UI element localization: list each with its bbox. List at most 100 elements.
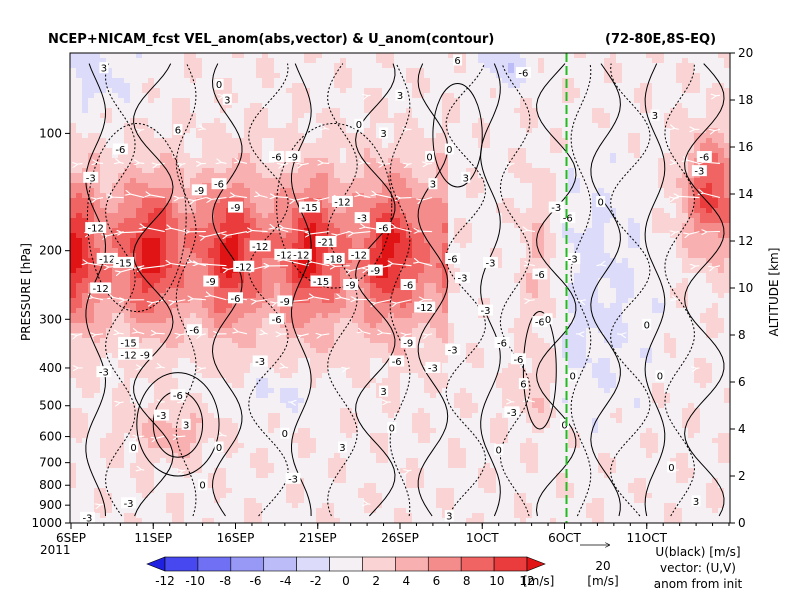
shading-cell [334, 283, 341, 289]
shading-cell [316, 168, 323, 174]
shading-cell [124, 438, 131, 444]
shading-cell [382, 138, 389, 144]
shading-cell [208, 203, 215, 209]
shading-cell [160, 158, 167, 164]
shading-cell [310, 508, 317, 514]
shading-cell [130, 478, 137, 484]
shading-cell [244, 313, 251, 319]
shading-cell [130, 323, 137, 329]
shading-cell [304, 438, 311, 444]
shading-cell [88, 453, 95, 459]
shading-cell [268, 193, 275, 199]
shading-cell [304, 133, 311, 139]
shading-cell [220, 503, 227, 509]
shading-cell [334, 188, 341, 194]
shading-cell [214, 513, 221, 519]
shading-cell [202, 248, 209, 254]
shading-cell [142, 53, 149, 59]
shading-cell [160, 108, 167, 114]
shading-cell [76, 303, 83, 309]
shading-cell [148, 253, 155, 259]
shading-cell [172, 338, 179, 344]
shading-cell [256, 163, 263, 169]
shading-cell [304, 188, 311, 194]
shading-cell [130, 188, 137, 194]
shading-cell [124, 518, 131, 524]
shading-cell [148, 448, 155, 454]
shading-cell [82, 238, 89, 244]
shading-cell [208, 178, 215, 184]
shading-cell [226, 373, 233, 379]
shading-cell [202, 243, 209, 249]
shading-cell [274, 108, 281, 114]
shading-cell [352, 353, 359, 359]
shading-cell [166, 148, 173, 154]
shading-cell [280, 443, 287, 449]
shading-cell [274, 488, 281, 494]
shading-cell [220, 418, 227, 424]
shading-cell [124, 513, 131, 519]
shading-cell [232, 283, 239, 289]
shading-cell [220, 103, 227, 109]
shading-cell [262, 478, 269, 484]
shading-cell [382, 238, 389, 244]
shading-cell [340, 58, 347, 64]
shading-cell [184, 233, 191, 239]
shading-cell [310, 318, 317, 324]
shading-cell [214, 73, 221, 79]
shading-cell [202, 73, 209, 79]
shading-cell [172, 163, 179, 169]
shading-cell [244, 113, 251, 119]
shading-cell [274, 323, 281, 329]
shading-cell [112, 123, 119, 129]
shading-cell [250, 443, 257, 449]
shading-cell [316, 468, 323, 474]
shading-cell [358, 283, 365, 289]
shading-cell [256, 123, 263, 129]
shading-cell [370, 518, 377, 524]
shading-cell [328, 118, 335, 124]
shading-cell [196, 298, 203, 304]
shading-cell [136, 288, 143, 294]
shading-cell [166, 78, 173, 84]
shading-cell [178, 213, 185, 219]
shading-cell [94, 343, 101, 349]
shading-cell [160, 483, 167, 489]
shading-cell [100, 268, 107, 274]
shading-cell [382, 273, 389, 279]
shading-cell [184, 133, 191, 139]
shading-cell [70, 173, 77, 179]
shading-cell [340, 413, 347, 419]
shading-cell [190, 353, 197, 359]
shading-cell [250, 448, 257, 454]
shading-cell [346, 218, 353, 224]
shading-cell [154, 268, 161, 274]
shading-cell [292, 443, 299, 449]
shading-cell [232, 458, 239, 464]
shading-cell [112, 433, 119, 439]
shading-cell [352, 183, 359, 189]
shading-cell [214, 88, 221, 94]
shading-cell [256, 83, 263, 89]
shading-cell [130, 438, 137, 444]
shading-cell [100, 208, 107, 214]
shading-cell [172, 188, 179, 194]
shading-cell [364, 193, 371, 199]
shading-cell [172, 433, 179, 439]
anomaly-shading [70, 53, 731, 524]
shading-cell [382, 458, 389, 464]
shading-cell [370, 283, 377, 289]
shading-cell [262, 73, 269, 79]
shading-cell [358, 238, 365, 244]
shading-cell [352, 478, 359, 484]
shading-cell [130, 358, 137, 364]
shading-cell [172, 328, 179, 334]
shading-cell [334, 248, 341, 254]
shading-cell [346, 298, 353, 304]
shading-cell [112, 238, 119, 244]
shading-cell [316, 118, 323, 124]
shading-cell [130, 78, 137, 84]
shading-cell [184, 498, 191, 504]
shading-cell [250, 418, 257, 424]
shading-cell [154, 148, 161, 154]
